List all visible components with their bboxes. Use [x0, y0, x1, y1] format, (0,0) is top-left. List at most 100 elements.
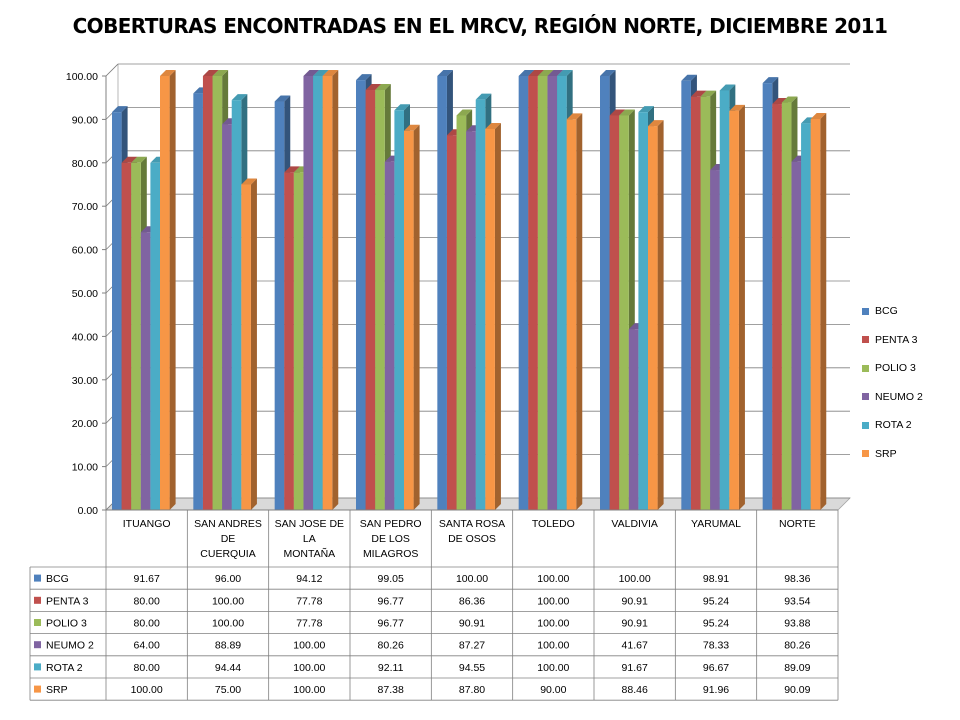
table-cell: 87.38: [378, 684, 404, 696]
table-cell: 80.26: [378, 640, 404, 652]
y-tick-label: 0.00: [78, 505, 99, 517]
bar-front: [566, 119, 577, 511]
bar-side: [332, 70, 339, 510]
bar-front: [384, 161, 395, 510]
bar-top: [202, 70, 219, 76]
table-cell: 89.09: [784, 662, 810, 674]
table-row: BCG 91.67 96.00 94.12 99.05 100.00 100.00 100.0…: [34, 573, 811, 585]
table-row: SRP 100.00 75.00 100.00 87.38 87.80 90.00 88.46…: [34, 684, 811, 696]
bar: [160, 70, 176, 510]
bar-top: [160, 70, 176, 76]
table-cell: 95.24: [703, 618, 729, 630]
table-cell: 88.89: [215, 640, 241, 652]
bar: [485, 122, 501, 510]
bar-front: [375, 90, 385, 511]
bar-top: [700, 90, 717, 97]
table-row: POLIO 3 80.00 100.00 77.78 96.77 90.91 100.00 9…: [34, 618, 811, 630]
bar-front: [547, 76, 558, 510]
bar-top: [375, 84, 391, 91]
x-tick-label: SAN PEDRO: [360, 518, 422, 530]
x-tick-label: YARUMAL: [691, 518, 741, 530]
bar-front: [322, 76, 333, 510]
x-tick-label: TOLEDO: [532, 518, 575, 530]
bar-front: [140, 232, 151, 511]
bar-front: [160, 76, 170, 510]
table-cell: 100.00: [537, 595, 569, 607]
bar-front: [456, 115, 467, 511]
legend-swatch: [862, 336, 869, 343]
bar: [729, 104, 745, 510]
bar-front: [274, 101, 285, 511]
bar-front: [437, 76, 447, 510]
legend-label: POLIO 3: [875, 362, 916, 374]
table-cell: 91.96: [703, 684, 729, 696]
bar-top: [394, 104, 410, 111]
table-cell: 77.78: [296, 595, 322, 607]
x-tick-label: DE OSOS: [448, 533, 496, 545]
table-row: PENTA 3 80.00 100.00 77.78 96.77 86.36 100.00 9…: [34, 595, 811, 607]
table-cell: 80.00: [134, 595, 160, 607]
table-cell: 86.36: [459, 595, 485, 607]
table-series-label: SRP: [46, 684, 68, 696]
bar-front: [202, 76, 213, 510]
table-series-swatch: [34, 685, 41, 693]
table-cell: 87.80: [459, 684, 485, 696]
bar: [566, 113, 583, 511]
bar-front: [241, 184, 251, 510]
x-tick-label: MONTAÑA: [283, 547, 335, 560]
y-tick-label: 10.00: [72, 462, 98, 474]
bar-top: [313, 70, 329, 76]
y-tick-label: 100.00: [66, 71, 98, 83]
bar-top: [284, 166, 300, 173]
bar-front: [231, 100, 242, 510]
bar-top: [121, 156, 138, 163]
table-cell: 100.00: [619, 573, 651, 585]
bar-top: [303, 70, 320, 76]
bar: [404, 124, 420, 510]
bar-top: [365, 84, 382, 91]
gridline-depth: [105, 63, 119, 77]
table-series-label: PENTA 3: [46, 595, 89, 607]
x-tick-label: NORTE: [779, 518, 816, 530]
y-tick-label: 40.00: [72, 331, 98, 343]
bar-side: [576, 113, 583, 511]
y-tick-label: 20.00: [72, 418, 98, 430]
y-tick-label: 70.00: [72, 201, 98, 213]
bar-front: [557, 76, 567, 510]
bar-front: [628, 329, 639, 510]
legend-label: ROTA 2: [875, 419, 912, 431]
bar-front: [600, 76, 610, 510]
legend-swatch: [862, 421, 869, 429]
table-cell: 100.00: [293, 684, 325, 696]
bar-front: [293, 172, 304, 510]
bar-top: [690, 90, 707, 97]
table-row: ROTA 2 80.00 94.44 100.00 92.11 94.55 100.00 91…: [34, 662, 811, 674]
table-cell: 91.67: [134, 573, 160, 585]
bar-front: [648, 126, 658, 510]
table-series-swatch: [34, 596, 41, 604]
bar-top: [772, 98, 788, 105]
bar-top: [566, 113, 583, 120]
bar-front: [801, 123, 811, 511]
table-series-label: BCG: [46, 573, 69, 585]
bar-front: [638, 112, 648, 511]
bar-front: [131, 162, 141, 511]
x-tick-label: VALDIVIA: [611, 518, 658, 530]
bar-top: [528, 70, 544, 76]
y-tick-label: 60.00: [72, 245, 98, 257]
legend-item: BCG: [862, 303, 942, 319]
bar-side: [413, 124, 420, 510]
bar-front: [619, 115, 629, 511]
bar-top: [241, 178, 257, 185]
bar-front: [446, 135, 457, 510]
x-tick-label: DE: [221, 533, 236, 545]
bar-front: [284, 172, 294, 510]
bar-front: [781, 102, 792, 511]
bar-top: [212, 70, 229, 76]
bar-top: [274, 95, 291, 102]
table-cell: 100.00: [537, 640, 569, 652]
bar-top: [437, 70, 453, 76]
legend-item: ROTA 2: [862, 417, 942, 433]
table-cell: 90.09: [784, 684, 810, 696]
bar-front: [365, 90, 376, 511]
